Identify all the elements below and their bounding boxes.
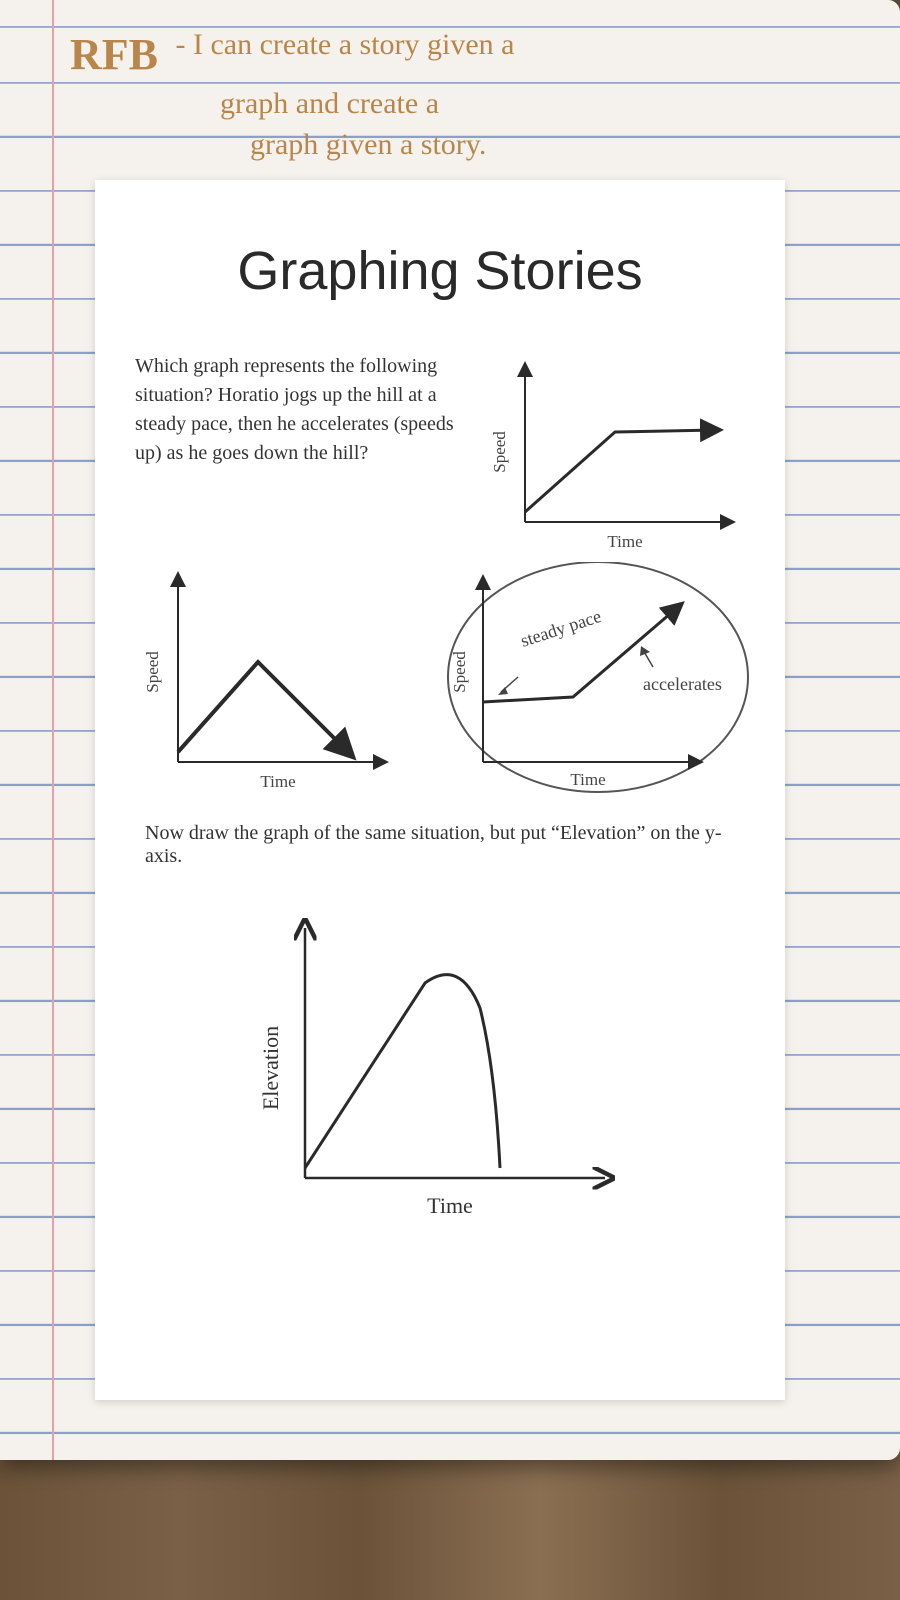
objective-line3: graph given a story. (250, 128, 486, 161)
graph3-ylabel: Speed (450, 651, 469, 693)
instruction-2: Now draw the graph of the same situation… (135, 822, 745, 868)
learning-objective: RFB - I can create a story given a graph… (70, 25, 860, 165)
objective-line1: I can create a story given a (193, 28, 515, 61)
graph1-ylabel: Speed (490, 431, 509, 473)
question-text: Which graph represents the following sit… (135, 352, 465, 468)
graph2-ylabel: Speed (143, 651, 162, 693)
elevation-graph: Elevation Time (250, 908, 630, 1228)
graph1-svg: Speed Time (485, 352, 745, 552)
rfb-label: RFB (70, 25, 158, 84)
objective-line2: graph and create a (220, 87, 439, 120)
graph4-ylabel: Elevation (258, 1026, 283, 1110)
graph-option-3-circled: steady pace accelerates Speed Time (443, 562, 743, 792)
graph4-svg: Elevation Time (250, 908, 630, 1228)
graph1-line (525, 430, 715, 512)
worksheet-paper: Graphing Stories Which graph represents … (95, 180, 785, 1400)
worksheet-title: Graphing Stories (135, 240, 745, 302)
question-row: Which graph represents the following sit… (135, 352, 745, 552)
graph4-line (305, 975, 500, 1168)
graph1-xlabel: Time (607, 532, 642, 551)
notebook-page: RFB - I can create a story given a graph… (0, 0, 900, 1460)
margin-line (52, 0, 54, 1460)
graph3-xlabel: Time (570, 770, 605, 789)
graph3-svg: steady pace accelerates Speed Time (443, 562, 763, 812)
annotation-accelerates: accelerates (643, 674, 722, 694)
graph-option-2: Speed Time (138, 562, 398, 792)
graph2-line (178, 662, 348, 752)
graph-row-2: Speed Time steady (135, 562, 745, 792)
graph-option-1: Speed Time (485, 352, 745, 552)
annotation-steady: steady pace (518, 606, 604, 651)
dash: - (176, 28, 194, 61)
graph2-svg: Speed Time (138, 562, 398, 792)
graph4-xlabel: Time (427, 1193, 473, 1218)
graph2-xlabel: Time (260, 772, 295, 791)
